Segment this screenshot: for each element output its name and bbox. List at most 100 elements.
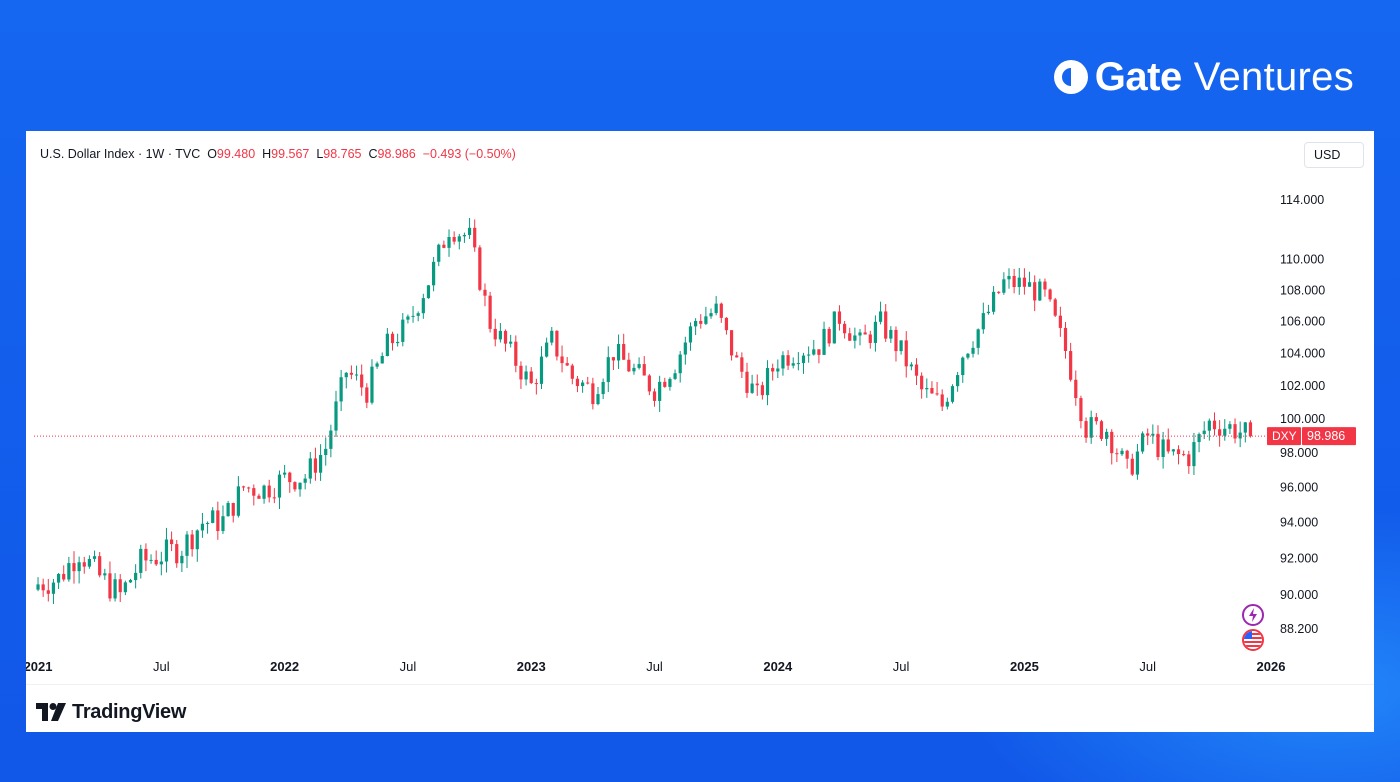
candle-body: [216, 510, 220, 532]
candle-body: [1248, 422, 1253, 437]
candle-body: [858, 332, 862, 336]
candle-body: [863, 332, 867, 335]
candle-body: [1125, 450, 1129, 459]
candle-body: [704, 316, 708, 324]
candle-body: [370, 366, 374, 403]
candle-body: [46, 590, 50, 594]
candle-body: [267, 485, 271, 498]
y-tick-label: 88.200: [1280, 622, 1318, 636]
y-tick-label: 108.000: [1280, 283, 1325, 297]
candle-body: [1171, 449, 1175, 452]
candle-body: [658, 381, 662, 401]
candle-body: [1176, 449, 1181, 455]
candle-body: [401, 319, 405, 342]
high-label: H: [262, 147, 272, 161]
candle-body: [467, 227, 472, 236]
candle-body: [1207, 420, 1211, 431]
candle-body: [349, 372, 354, 375]
candle-body: [128, 580, 133, 583]
candle-body: [318, 455, 323, 473]
candle-body: [889, 329, 893, 339]
candle-body: [339, 377, 343, 402]
candle-body: [360, 374, 364, 388]
candle-body: [735, 355, 739, 358]
candle-body: [925, 388, 929, 390]
candle-body: [663, 381, 667, 387]
candle-body: [848, 333, 852, 341]
candle-body: [1156, 433, 1160, 457]
candle-body: [699, 320, 703, 324]
candle-body: [534, 383, 538, 385]
candle-body: [51, 582, 56, 594]
candle-body: [560, 356, 564, 364]
tradingview-logo[interactable]: TradingView: [36, 699, 186, 725]
candle-body: [632, 367, 636, 372]
candle-body: [842, 323, 847, 334]
candle-body: [293, 482, 297, 490]
candle-body: [1084, 421, 1088, 438]
candle-body: [868, 334, 872, 343]
candle-body: [1043, 281, 1047, 290]
candle-body: [940, 394, 944, 407]
y-tick-label: 98.000: [1280, 446, 1318, 460]
y-tick-label: 96.000: [1280, 480, 1318, 494]
low-value: 98.765: [323, 147, 362, 161]
candle-body: [200, 523, 205, 531]
gate-logo-icon: [1053, 60, 1088, 94]
candle-body: [606, 357, 610, 383]
candle-body: [1069, 351, 1073, 380]
candle-body: [442, 244, 446, 248]
candle-body: [729, 330, 734, 356]
candle-body: [1012, 275, 1016, 288]
tradingview-wordmark: TradingView: [72, 700, 187, 723]
lightning-icon[interactable]: [1242, 604, 1264, 626]
candle-body: [493, 328, 497, 340]
candle-body: [134, 572, 138, 581]
open-value: 99.480: [216, 147, 256, 161]
candle-body: [103, 573, 107, 576]
candle-body: [385, 333, 389, 356]
candle-body: [1053, 299, 1057, 316]
x-tick-label: Jul: [153, 659, 170, 674]
us-flag-icon[interactable]: [1242, 629, 1264, 651]
candle-body: [899, 340, 903, 352]
candle-body: [930, 388, 934, 394]
candlestick-chart[interactable]: 114.000 110.000 108.000 106.000 104.000 102.0…: [26, 131, 1374, 684]
candle-body: [205, 522, 210, 524]
candle-body: [935, 393, 939, 395]
candle-body: [154, 559, 158, 565]
candle-body: [822, 328, 826, 355]
candle-body: [180, 555, 184, 564]
change-value: −0.493 (−0.50%): [422, 147, 516, 161]
candle-body: [976, 329, 980, 348]
candle-body: [719, 303, 723, 318]
currency-button[interactable]: USD: [1304, 142, 1364, 168]
candle-body: [283, 472, 287, 475]
candle-body: [673, 373, 677, 379]
candle-body: [483, 289, 487, 296]
candle-body: [570, 365, 574, 379]
y-tick-label: 92.000: [1280, 551, 1318, 565]
close-value: 98.986: [377, 147, 416, 161]
candle-body: [914, 364, 919, 376]
candle-body: [760, 385, 764, 396]
candle-body: [555, 330, 559, 357]
chart-panel: 114.000 110.000 108.000 106.000 104.000 102.0…: [26, 131, 1374, 732]
candle-body: [786, 355, 790, 366]
candle-body: [1151, 433, 1155, 436]
candle-body: [123, 582, 127, 593]
candle-body: [791, 363, 795, 366]
candle-body: [175, 544, 179, 564]
tradingview-logo-icon: [36, 703, 66, 721]
candle-body: [545, 342, 549, 357]
y-tick-label: 94.000: [1280, 516, 1318, 530]
candle-body: [596, 394, 600, 405]
candle-body: [878, 311, 883, 322]
candle-body: [991, 291, 996, 312]
candle-body: [98, 556, 102, 576]
candle-body: [1202, 430, 1206, 435]
y-tick-label: 90.000: [1280, 588, 1318, 602]
x-tick-label: 2023: [517, 659, 546, 674]
candle-body: [1079, 398, 1083, 422]
candle-body: [1182, 454, 1186, 456]
